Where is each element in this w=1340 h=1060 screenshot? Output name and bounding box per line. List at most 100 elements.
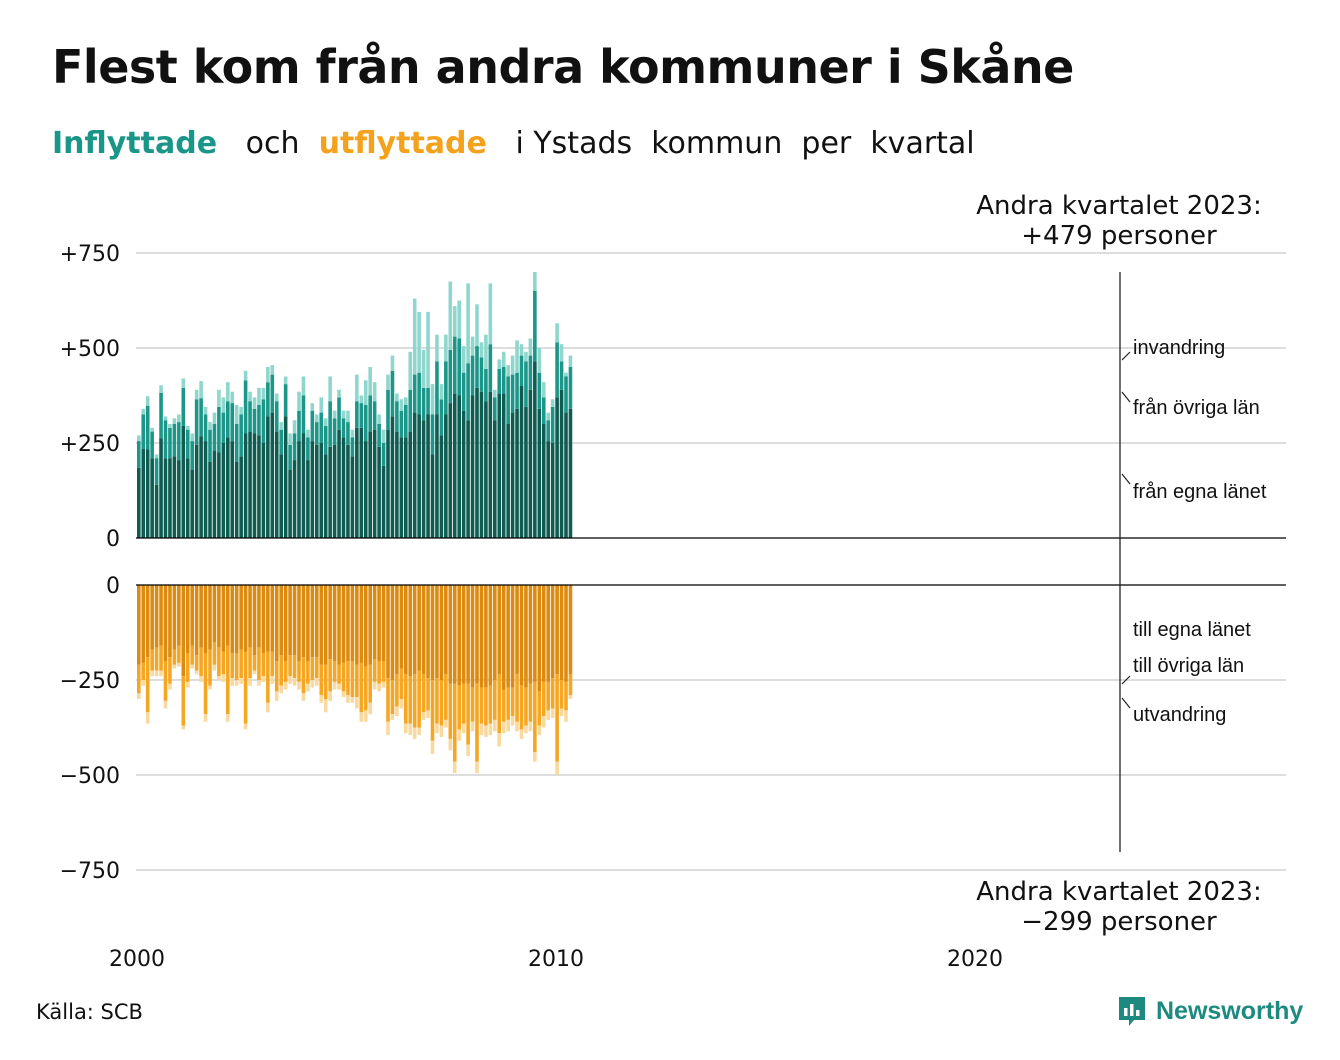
- bar-out-emigration: [243, 723, 248, 730]
- bar-in-own-county: [319, 443, 324, 538]
- bar-in-own-county: [279, 454, 283, 538]
- bar-in-own-county: [497, 393, 502, 538]
- bar-in-own-county: [137, 467, 141, 538]
- bar-in-other-counties: [479, 357, 484, 392]
- bar-out-emigration: [239, 678, 243, 684]
- bar-out-own-county: [533, 585, 537, 682]
- bar-in-other-counties: [564, 376, 568, 413]
- bar-out-own-county: [301, 585, 306, 658]
- bar-in-own-county: [350, 456, 355, 538]
- bar-out-other-counties: [217, 647, 221, 677]
- bar-out-other-counties: [559, 680, 564, 709]
- bar-in-other-counties: [466, 363, 470, 421]
- bar-in-own-county: [243, 433, 248, 538]
- bar-in-immigration: [208, 422, 212, 430]
- bar-in-own-county: [510, 412, 515, 538]
- bar-in-immigration: [470, 336, 475, 356]
- bar-out-emigration: [154, 670, 159, 677]
- bar-in-other-counties: [559, 361, 564, 390]
- bar-in-other-counties: [194, 399, 199, 445]
- bar-out-own-county: [559, 585, 564, 680]
- bar-in-other-counties: [408, 389, 413, 432]
- bar-out-other-counties: [230, 653, 235, 679]
- bar-out-own-county: [163, 585, 168, 661]
- source-label: Källa: SCB: [36, 1000, 143, 1024]
- bar-out-own-county: [568, 585, 573, 675]
- bar-in-other-counties: [145, 405, 150, 450]
- bar-out-emigration: [341, 691, 346, 698]
- bar-in-own-county: [444, 414, 448, 538]
- bar-in-own-county: [430, 454, 435, 538]
- bar-in-own-county: [141, 448, 146, 538]
- bar-in-immigration: [377, 414, 381, 424]
- bar-out-emigration: [430, 740, 435, 755]
- label-leader-in: [1121, 351, 1131, 361]
- bar-out-own-county: [515, 585, 519, 675]
- bar-in-immigration: [564, 372, 568, 377]
- bar-out-emigration: [328, 691, 332, 701]
- bar-out-emigration: [230, 678, 235, 686]
- bar-in-other-counties: [306, 437, 310, 461]
- bar-in-other-counties: [421, 387, 426, 421]
- chart-area: 0 +250 +500 +750 0 −250 −500 −750 2000 2010 2020 An…: [60, 191, 1286, 972]
- bar-out-own-county: [310, 585, 315, 658]
- bar-out-other-counties: [154, 647, 159, 671]
- bar-in-own-county: [154, 484, 159, 538]
- bar-out-other-counties: [350, 661, 355, 698]
- bar-out-other-counties: [283, 661, 288, 682]
- bar-in-own-county: [519, 386, 524, 538]
- bar-out-own-county: [430, 585, 435, 680]
- bar-out-other-counties: [181, 676, 186, 726]
- bar-out-emigration: [368, 702, 372, 715]
- bar-in-other-counties: [430, 414, 435, 455]
- bar-out-emigration: [310, 680, 315, 688]
- bar-in-own-county: [306, 460, 310, 538]
- bar-in-other-counties: [470, 355, 475, 396]
- bar-out-own-county: [181, 585, 186, 677]
- bar-in-own-county: [452, 393, 457, 538]
- bar-out-emigration: [421, 712, 426, 720]
- bar-in-other-counties: [568, 367, 573, 409]
- bar-out-emigration: [359, 712, 364, 722]
- bar-in-other-counties: [310, 410, 315, 442]
- x-tick-label: 2020: [947, 947, 1003, 972]
- bar-out-emigration: [363, 710, 368, 722]
- bar-out-emigration: [288, 676, 292, 684]
- bar-out-own-county: [390, 585, 395, 680]
- bar-in-immigration: [386, 374, 390, 390]
- bar-in-own-county: [323, 454, 328, 538]
- brand-name: Newsworthy: [1156, 996, 1304, 1025]
- bar-in-own-county: [234, 462, 239, 538]
- bar-in-other-counties: [248, 401, 252, 432]
- bar-out-other-counties: [568, 674, 573, 696]
- bar-in-immigration: [426, 311, 430, 388]
- bar-out-emigration: [306, 683, 310, 692]
- bar-out-own-county: [185, 585, 190, 654]
- bar-out-emigration: [332, 681, 337, 690]
- y-tick-label-top: +750: [60, 242, 120, 267]
- bar-out-emigration: [488, 723, 493, 736]
- bar-in-own-county: [297, 441, 301, 538]
- bar-out-own-county: [257, 585, 261, 648]
- bar-in-own-county: [190, 469, 194, 538]
- bar-in-own-county: [226, 437, 230, 538]
- bar-in-own-county: [163, 458, 168, 538]
- bar-in-other-counties: [461, 372, 466, 411]
- bar-in-other-counties: [506, 376, 510, 424]
- bar-in-immigration: [404, 397, 408, 405]
- bar-out-other-counties: [194, 655, 199, 671]
- bar-in-immigration: [390, 355, 395, 371]
- bar-out-emigration: [435, 723, 439, 734]
- bar-out-own-county: [248, 585, 252, 648]
- bar-in-own-county: [315, 444, 319, 538]
- bar-in-immigration: [506, 365, 510, 377]
- bar-in-immigration: [515, 340, 519, 373]
- bar-in-other-counties: [359, 403, 364, 428]
- bar-in-immigration: [537, 348, 542, 373]
- bar-out-other-counties: [332, 661, 337, 682]
- bar-out-own-county: [230, 585, 235, 654]
- bar-out-emigration: [212, 664, 217, 671]
- bar-out-other-counties: [479, 687, 484, 724]
- bar-out-emigration: [377, 683, 381, 692]
- bar-out-other-counties: [145, 657, 150, 713]
